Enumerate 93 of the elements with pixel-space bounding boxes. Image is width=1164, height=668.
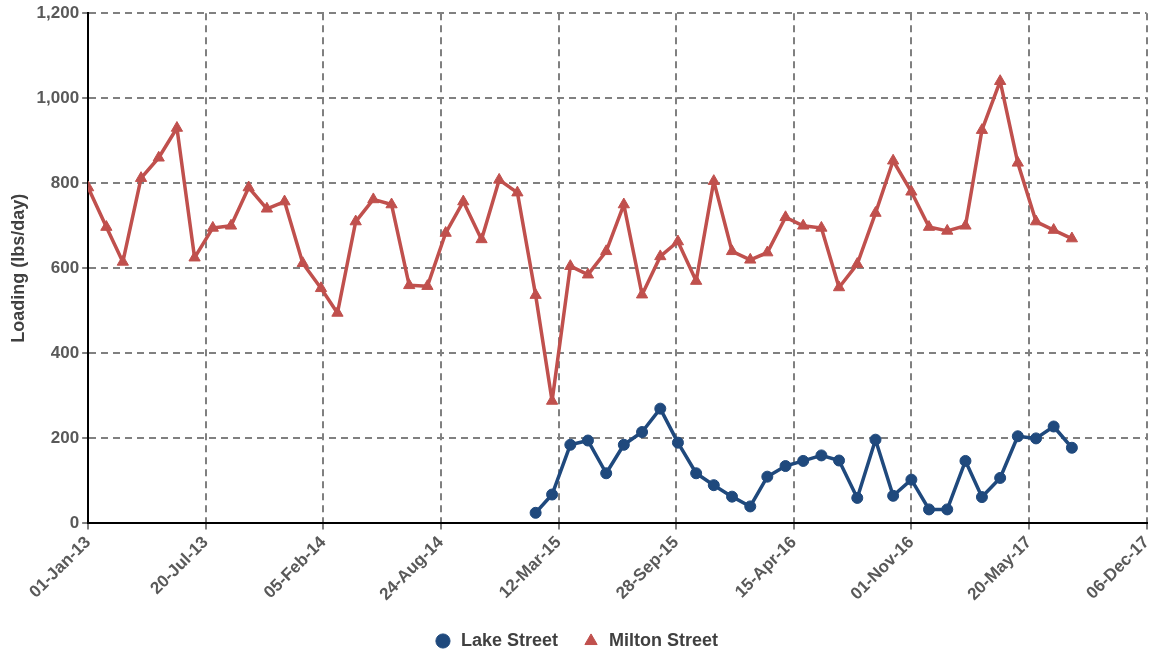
y-tick-label: 800 bbox=[50, 172, 80, 192]
point bbox=[134, 171, 148, 182]
point bbox=[1011, 430, 1024, 443]
point bbox=[152, 150, 165, 162]
point bbox=[617, 197, 630, 209]
point bbox=[690, 467, 703, 480]
point bbox=[707, 479, 720, 492]
point bbox=[851, 257, 864, 268]
point bbox=[671, 234, 685, 246]
point bbox=[905, 473, 918, 486]
point bbox=[779, 460, 792, 473]
point bbox=[815, 220, 828, 232]
point bbox=[457, 194, 470, 206]
point bbox=[349, 214, 362, 226]
point bbox=[744, 500, 757, 513]
point bbox=[761, 245, 774, 257]
point bbox=[600, 244, 613, 256]
point bbox=[797, 454, 810, 467]
y-tick-label: 600 bbox=[50, 258, 80, 278]
point bbox=[170, 121, 184, 132]
point bbox=[671, 436, 684, 449]
point bbox=[869, 206, 882, 217]
point bbox=[224, 218, 238, 230]
point bbox=[116, 254, 129, 266]
point bbox=[314, 281, 328, 293]
point bbox=[941, 503, 954, 516]
point bbox=[403, 278, 416, 290]
point bbox=[726, 490, 739, 503]
y-tick-label: 1,000 bbox=[36, 87, 80, 107]
point bbox=[1047, 223, 1060, 234]
point bbox=[242, 180, 255, 192]
point bbox=[833, 454, 846, 467]
point bbox=[797, 218, 810, 230]
point bbox=[975, 491, 988, 504]
point bbox=[959, 218, 972, 230]
point bbox=[581, 267, 595, 279]
point bbox=[851, 491, 864, 504]
point bbox=[1047, 420, 1060, 433]
point bbox=[725, 244, 739, 256]
point bbox=[905, 184, 918, 196]
point bbox=[331, 305, 344, 317]
point bbox=[1011, 155, 1024, 167]
point bbox=[296, 256, 309, 267]
point bbox=[922, 220, 936, 231]
point bbox=[869, 433, 882, 446]
point bbox=[994, 471, 1007, 484]
point bbox=[188, 250, 201, 262]
point bbox=[421, 279, 434, 290]
point bbox=[832, 280, 846, 292]
y-tick-label: 0 bbox=[69, 513, 80, 533]
point bbox=[546, 488, 559, 501]
point bbox=[635, 287, 649, 299]
point bbox=[475, 232, 488, 244]
legend-label: Lake Street bbox=[460, 629, 559, 650]
point bbox=[260, 201, 274, 213]
point bbox=[100, 220, 113, 231]
point bbox=[529, 506, 542, 519]
point bbox=[654, 249, 667, 261]
legend-label: Milton Street bbox=[609, 629, 719, 650]
point bbox=[511, 185, 524, 197]
point bbox=[707, 174, 720, 185]
point bbox=[600, 467, 613, 480]
y-tick-label: 1,200 bbox=[36, 2, 80, 22]
point bbox=[1065, 441, 1078, 454]
point bbox=[975, 123, 989, 134]
point bbox=[581, 434, 594, 447]
point bbox=[1030, 432, 1043, 445]
point bbox=[1029, 214, 1043, 226]
point bbox=[941, 223, 954, 235]
point bbox=[761, 470, 774, 483]
point bbox=[636, 426, 649, 439]
point bbox=[367, 192, 380, 204]
point bbox=[439, 226, 452, 237]
point bbox=[1065, 231, 1079, 243]
point bbox=[385, 197, 398, 209]
point bbox=[529, 288, 542, 299]
point bbox=[923, 503, 936, 516]
point bbox=[278, 194, 291, 206]
point bbox=[654, 402, 667, 415]
point bbox=[493, 172, 506, 184]
y-tick-label: 200 bbox=[50, 428, 80, 448]
y-tick-label: 400 bbox=[50, 343, 80, 363]
point bbox=[994, 74, 1007, 85]
point bbox=[690, 274, 703, 285]
point bbox=[564, 438, 577, 451]
point bbox=[206, 220, 219, 232]
point bbox=[887, 153, 900, 165]
point bbox=[959, 454, 972, 467]
point bbox=[617, 438, 630, 451]
point bbox=[744, 252, 757, 264]
point bbox=[815, 449, 828, 462]
point bbox=[887, 489, 900, 502]
y-axis-title: Loading (lbs/day) bbox=[7, 193, 28, 343]
